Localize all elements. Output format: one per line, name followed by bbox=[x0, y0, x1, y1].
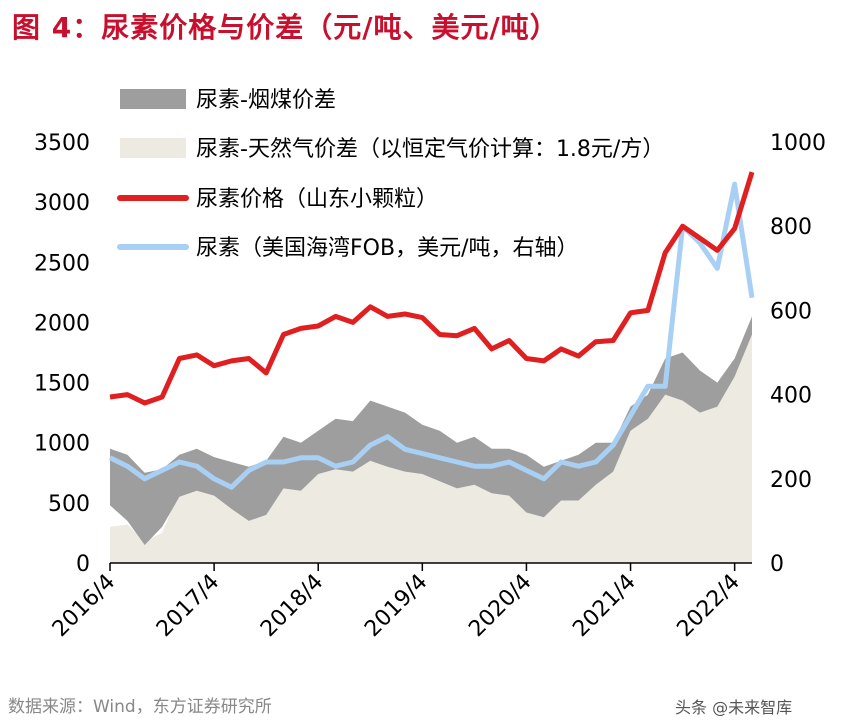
y-left-tick-label: 2000 bbox=[34, 311, 90, 336]
x-tick-label: 2020/4 bbox=[464, 570, 536, 642]
x-tick-label: 2021/4 bbox=[568, 570, 640, 642]
series-coal-spread-band bbox=[110, 316, 752, 545]
y-left-tick-label: 2500 bbox=[34, 251, 90, 276]
legend-swatch-coal-spread bbox=[120, 89, 186, 109]
legend-label: 尿素-烟煤价差 bbox=[196, 88, 336, 113]
y-left-tick-label: 0 bbox=[76, 552, 90, 577]
series-us-gulf-fob-line bbox=[108, 181, 755, 490]
y-right-tick-label: 400 bbox=[770, 384, 812, 409]
legend-swatch-gas-spread bbox=[120, 138, 186, 158]
x-tick-label: 2016/4 bbox=[48, 570, 120, 642]
legend-label: 尿素价格（山东小颗粒） bbox=[196, 187, 438, 212]
legend-label: 尿素-天然气价差（以恒定气价计算：1.8元/方） bbox=[196, 137, 664, 162]
watermark: 头条 @未来智库 bbox=[675, 698, 793, 717]
series-shandong-price-line bbox=[109, 171, 755, 406]
x-tick-label: 2017/4 bbox=[152, 570, 224, 642]
y-right-tick-label: 600 bbox=[770, 299, 812, 324]
x-tick-label: 2018/4 bbox=[256, 570, 328, 642]
x-tick-label: 2022/4 bbox=[672, 570, 744, 642]
y-right-tick-label: 0 bbox=[770, 552, 784, 577]
x-tick-label: 2019/4 bbox=[360, 570, 432, 642]
y-left-tick-label: 1000 bbox=[34, 432, 90, 457]
y-left-tick-label: 3500 bbox=[34, 131, 90, 156]
legend-label: 尿素（美国海湾FOB，美元/吨，右轴） bbox=[196, 236, 578, 261]
source-note: 数据来源：Wind，东方证券研究所 bbox=[8, 697, 272, 717]
y-right-tick-label: 800 bbox=[770, 215, 812, 240]
plot-area bbox=[108, 171, 755, 563]
y-right-tick-label: 200 bbox=[770, 468, 812, 493]
y-left-tick-label: 1500 bbox=[34, 372, 90, 397]
y-left-tick-label: 3000 bbox=[34, 191, 90, 216]
y-left-tick-label: 500 bbox=[48, 492, 90, 517]
y-right-tick-label: 1000 bbox=[770, 131, 826, 156]
chart-title: 图 4：尿素价格与价差（元/吨、美元/吨） bbox=[12, 11, 559, 44]
